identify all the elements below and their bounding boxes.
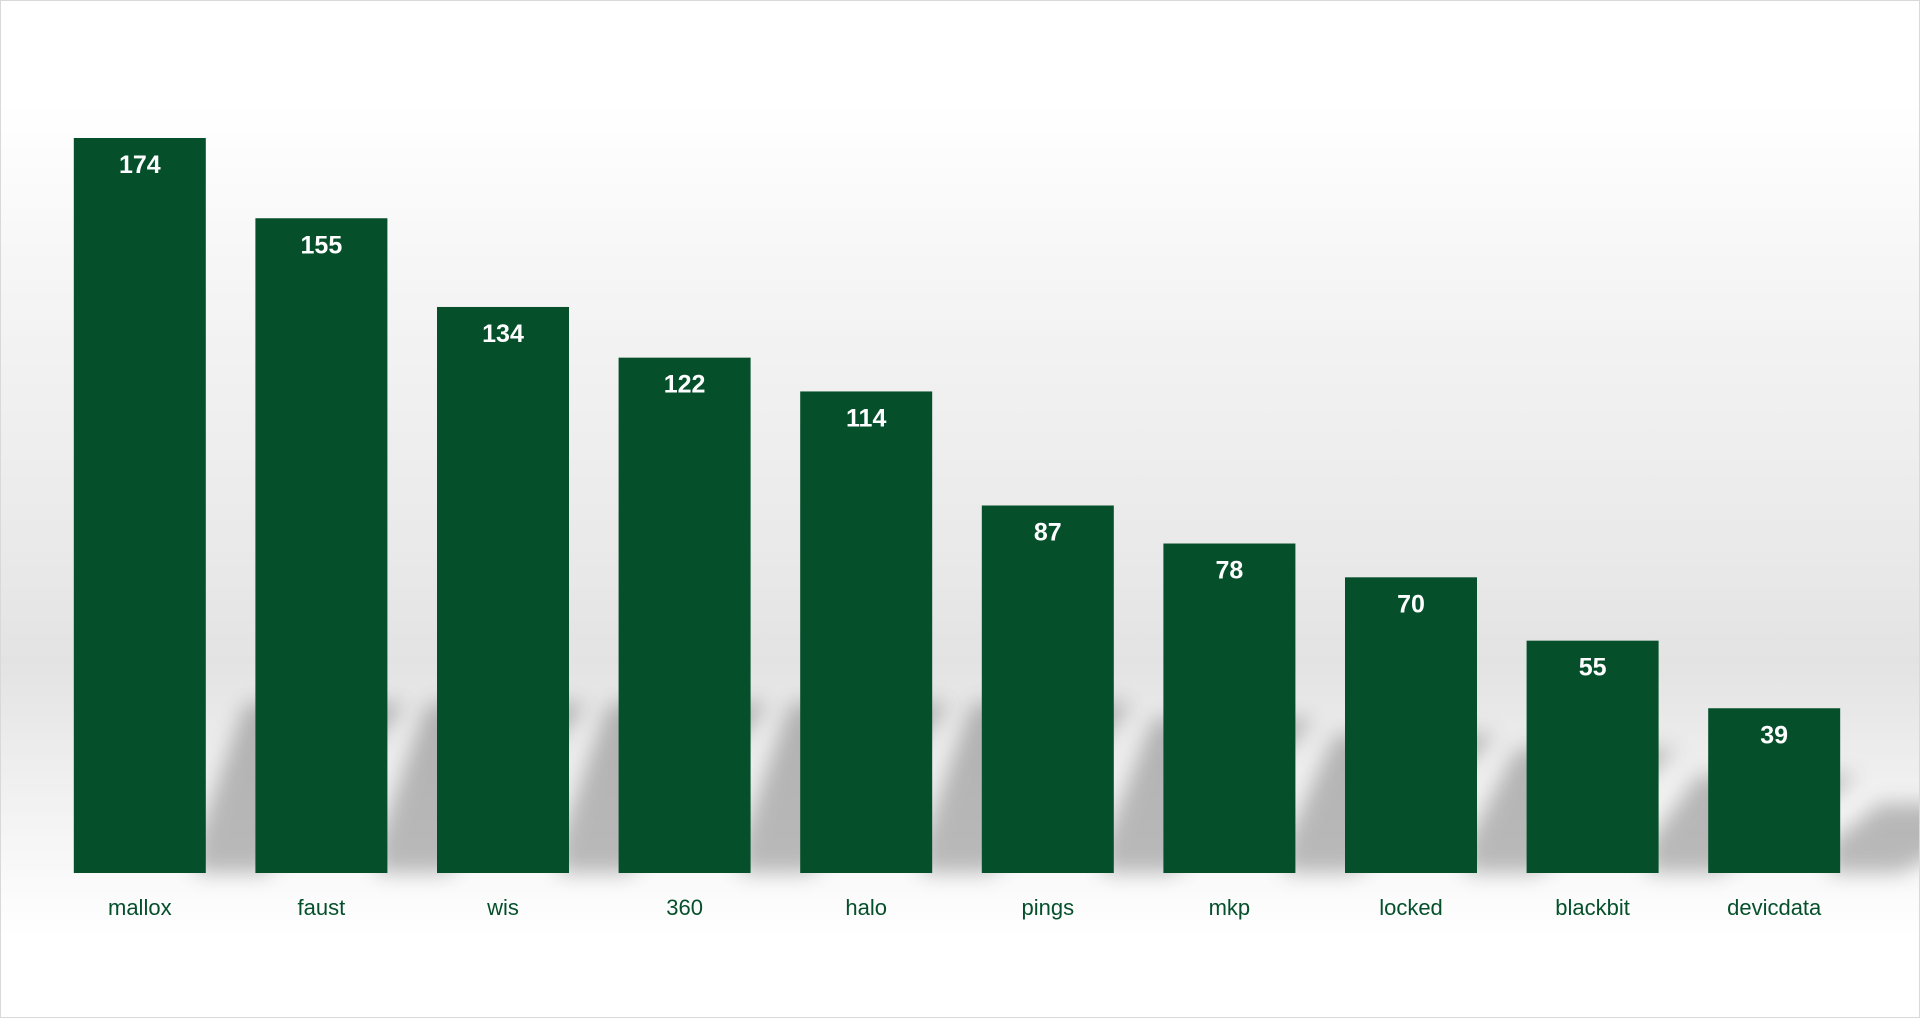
bar-mallox bbox=[73, 138, 206, 873]
data-label-locked: 70 bbox=[1397, 590, 1425, 618]
data-label-360: 122 bbox=[664, 371, 706, 399]
tick-label-blackbit: blackbit bbox=[1555, 895, 1630, 920]
bar-devicdata bbox=[1708, 708, 1841, 873]
data-label-mkp: 78 bbox=[1215, 557, 1243, 585]
tick-label-locked: locked bbox=[1379, 895, 1443, 920]
tick-label-mkp: mkp bbox=[1209, 895, 1251, 920]
bar-mkp bbox=[1163, 543, 1296, 873]
tick-label-faust: faust bbox=[298, 895, 346, 920]
data-label-pings: 87 bbox=[1034, 519, 1062, 547]
data-label-blackbit: 55 bbox=[1579, 654, 1607, 682]
data-label-halo: 114 bbox=[846, 404, 886, 432]
data-label-wis: 134 bbox=[482, 320, 524, 348]
bar-locked bbox=[1345, 577, 1477, 873]
bar-pings bbox=[981, 505, 1114, 873]
bar-blackbit bbox=[1526, 640, 1659, 873]
bar-360 bbox=[618, 357, 751, 874]
tick-label-halo: halo bbox=[845, 895, 887, 920]
tick-label-devicdata: devicdata bbox=[1727, 895, 1822, 920]
data-label-faust: 155 bbox=[301, 231, 343, 259]
bar-halo bbox=[800, 391, 933, 873]
bar-series bbox=[73, 138, 1841, 874]
tick-label-mallox: mallox bbox=[108, 895, 172, 920]
tick-label-pings: pings bbox=[1022, 895, 1075, 920]
bar-wis bbox=[437, 306, 569, 873]
tick-label-wis: wis bbox=[486, 895, 519, 920]
tick-label-360: 360 bbox=[666, 895, 703, 920]
data-label-devicdata: 39 bbox=[1760, 721, 1788, 749]
bar-faust bbox=[255, 218, 388, 874]
bar-shadow-devicdata bbox=[1830, 803, 1919, 873]
data-labels: 174 155 134 122 114 87 78 70 55 39 bbox=[119, 151, 1788, 749]
data-label-mallox: 174 bbox=[119, 151, 161, 179]
x-axis-tick-labels: mallox faust wis 360 halo pings mkp locked black… bbox=[108, 895, 1822, 920]
